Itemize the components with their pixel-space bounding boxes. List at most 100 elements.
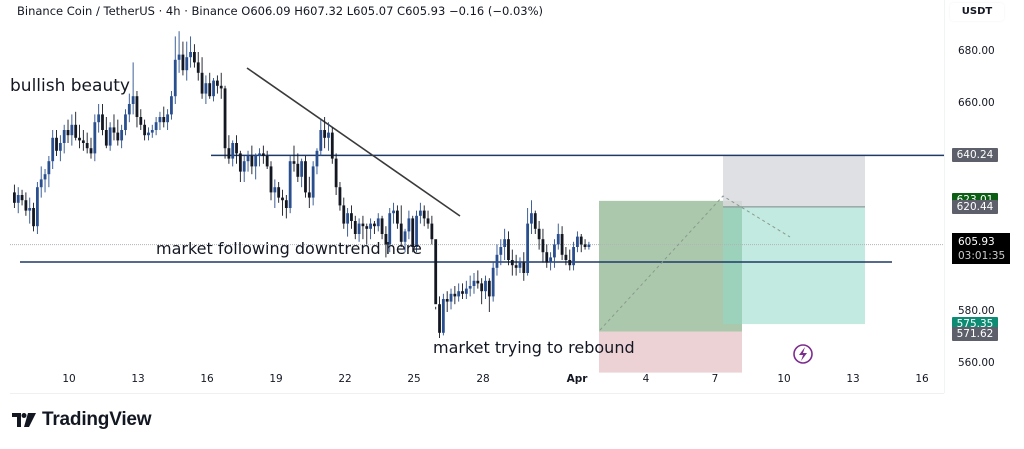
candle xyxy=(28,208,32,211)
time-tick: 10 xyxy=(777,373,791,385)
currency-button[interactable]: USDT xyxy=(950,3,1004,21)
candle xyxy=(495,254,499,268)
last-price-tag: 605.93 03:01:35 xyxy=(952,233,1010,264)
tradingview-logo-icon xyxy=(12,413,36,427)
candle xyxy=(242,161,246,172)
candle xyxy=(407,218,411,232)
candle xyxy=(418,210,422,216)
chart-annotation[interactable]: market trying to rebound xyxy=(433,338,635,357)
candle xyxy=(246,156,250,162)
candle xyxy=(58,143,62,151)
price-plot[interactable] xyxy=(0,0,944,393)
chart-annotation[interactable]: market following downtrend here xyxy=(156,239,422,258)
symbol-header: Binance Coin / TetherUS · 4h · Binance O… xyxy=(17,4,544,18)
candle xyxy=(158,117,162,123)
candle xyxy=(361,223,365,227)
flash-icon[interactable] xyxy=(793,344,813,364)
candle xyxy=(273,187,277,193)
candle xyxy=(227,148,231,159)
candle xyxy=(277,187,281,198)
candle xyxy=(208,83,212,97)
candle xyxy=(20,195,24,201)
drawing-lines xyxy=(10,67,944,331)
candle xyxy=(35,187,39,227)
chart-annotation[interactable]: bullish beauty xyxy=(10,76,130,96)
candle xyxy=(334,158,338,188)
candle xyxy=(85,143,89,149)
candle xyxy=(365,226,369,229)
candle xyxy=(327,132,330,138)
candle xyxy=(430,223,434,240)
candle xyxy=(568,260,572,266)
tradingview-logo[interactable]: TradingView xyxy=(12,409,152,431)
candle xyxy=(556,234,560,245)
candle xyxy=(204,83,208,94)
candle xyxy=(300,161,304,177)
candle xyxy=(170,96,173,115)
candle xyxy=(484,280,487,292)
candle xyxy=(530,213,533,224)
candle xyxy=(587,244,591,247)
candle xyxy=(330,132,334,159)
candle xyxy=(576,236,579,247)
candle xyxy=(388,213,392,245)
candle xyxy=(311,166,315,198)
candle xyxy=(476,280,480,284)
candle xyxy=(445,299,449,302)
candle xyxy=(112,127,116,133)
candle xyxy=(124,114,127,130)
candle xyxy=(265,156,269,167)
time-tick: 13 xyxy=(131,373,145,385)
candle xyxy=(13,192,16,203)
candle xyxy=(261,153,265,156)
candle xyxy=(250,156,254,167)
candle xyxy=(193,52,196,63)
trend-line[interactable] xyxy=(246,67,461,217)
candle xyxy=(254,156,258,167)
candle xyxy=(16,195,20,203)
candle xyxy=(135,96,139,117)
candle xyxy=(319,130,323,151)
candle xyxy=(338,187,342,206)
candle xyxy=(510,260,514,266)
time-tick: Apr xyxy=(566,373,588,385)
candle xyxy=(396,210,399,224)
candle xyxy=(269,166,273,193)
candle xyxy=(369,223,372,229)
time-tick: 19 xyxy=(269,373,283,385)
candle xyxy=(147,132,150,136)
candle xyxy=(346,213,350,224)
candle xyxy=(549,257,552,263)
candle xyxy=(101,114,104,130)
candle xyxy=(507,239,510,260)
candle xyxy=(200,72,204,94)
candle xyxy=(426,218,430,224)
candle xyxy=(491,267,495,297)
candle xyxy=(131,96,135,104)
candle xyxy=(93,122,97,154)
candle xyxy=(579,236,583,245)
candle xyxy=(292,161,296,164)
candle xyxy=(215,80,219,86)
candle xyxy=(376,218,380,227)
tradingview-logo-text: TradingView xyxy=(42,409,152,430)
long-position-stop-zone[interactable] xyxy=(599,331,742,373)
candle xyxy=(415,215,418,247)
candle xyxy=(541,239,545,253)
candle xyxy=(457,291,461,297)
long-position-target-zone[interactable] xyxy=(599,200,742,332)
candle xyxy=(449,293,453,302)
candle xyxy=(503,239,507,247)
time-tick: 10 xyxy=(62,373,76,385)
candle xyxy=(392,210,395,214)
position-gray-zone[interactable] xyxy=(723,156,865,207)
price-tag: 571.62 xyxy=(952,326,998,341)
candle xyxy=(353,221,357,234)
candle xyxy=(399,223,403,242)
candle xyxy=(403,231,407,242)
long-position-profit-zone[interactable] xyxy=(723,206,865,325)
candle xyxy=(235,143,238,154)
candle xyxy=(24,200,28,211)
candle xyxy=(116,132,120,141)
candle xyxy=(434,239,438,305)
